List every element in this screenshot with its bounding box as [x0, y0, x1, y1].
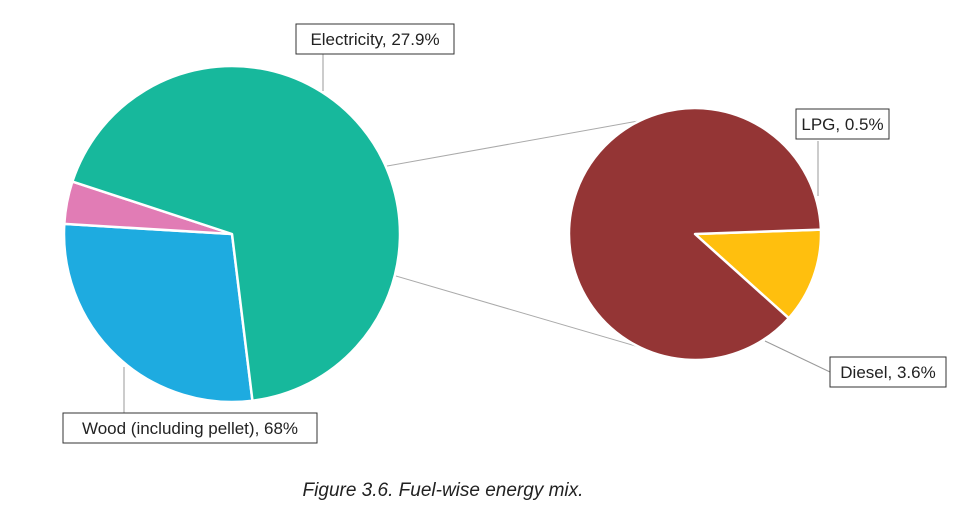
data-label-diesel: Diesel, 3.6% [840, 363, 935, 382]
figure-caption: Figure 3.6. Fuel-wise energy mix. [302, 480, 584, 501]
pie-of-pie-chart: Electricity, 27.9% Wood (including pellet… [62, 23, 947, 444]
data-label-box-wood [62, 412, 318, 444]
data-label-box-lpg [795, 108, 890, 140]
data-labels: Electricity, 27.9% Wood (including pellet… [62, 23, 947, 444]
secondary-pie [567, 106, 823, 362]
data-label-lpg: LPG, 0.5% [801, 115, 883, 134]
main-pie [62, 64, 402, 404]
main-slice-electricity [62, 222, 254, 404]
data-label-box-diesel [829, 356, 947, 388]
data-label-electricity: Electricity, 27.9% [310, 30, 439, 49]
label-leader-lines [123, 54, 831, 413]
leader-line-diesel [764, 340, 831, 373]
secondary-slice-lpg [693, 228, 823, 320]
data-label-wood: Wood (including pellet), 68% [82, 419, 298, 438]
secondary-slice-diesel [567, 106, 823, 362]
data-label-box-electricity [295, 23, 455, 55]
main-slice-wood [71, 64, 402, 402]
